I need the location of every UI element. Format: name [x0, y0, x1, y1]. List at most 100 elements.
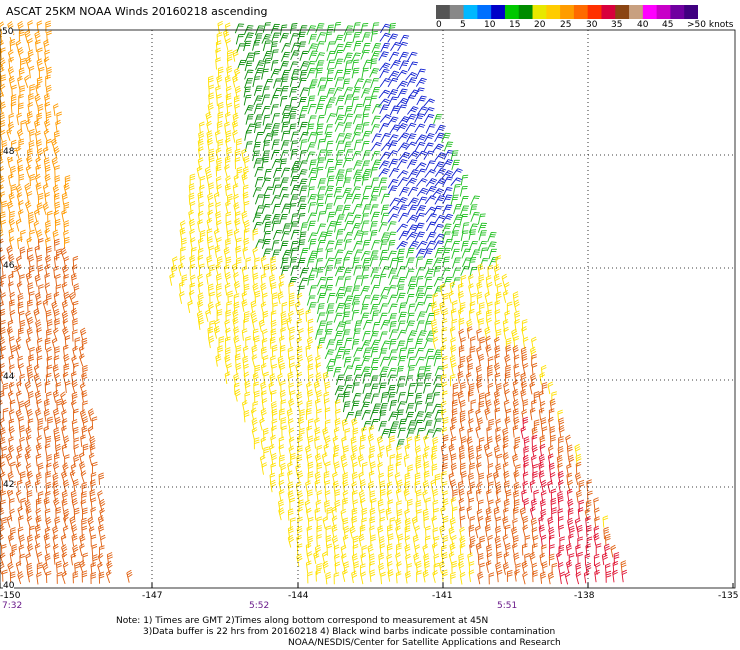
wind-barb [52, 364, 59, 377]
wind-barb [405, 113, 417, 124]
wind-barb [91, 416, 98, 429]
wind-barb [540, 490, 547, 503]
wind-barb [73, 283, 80, 296]
wind-barb [106, 552, 113, 565]
wind-barb [307, 418, 314, 431]
wind-barb [452, 183, 461, 195]
wind-barb [252, 328, 259, 341]
wind-barb [34, 390, 42, 404]
wind-barb [387, 205, 400, 215]
wind-barb [361, 426, 367, 440]
wind-barb [289, 87, 298, 98]
colorbar-label: 25 [560, 20, 572, 30]
wind-barb [343, 220, 354, 231]
wind-barb [17, 164, 24, 178]
wind-barb [344, 428, 351, 441]
wind-barb [242, 246, 249, 260]
wind-barb [297, 506, 303, 520]
lat-label-44: 44 [3, 372, 15, 382]
wind-barb [306, 295, 316, 306]
wind-barb [45, 245, 52, 259]
wind-barb [25, 463, 32, 477]
wind-barb [603, 543, 610, 557]
wind-barb [18, 173, 25, 186]
wind-barb [206, 217, 213, 231]
wind-barb [376, 435, 384, 449]
wind-barb [459, 399, 466, 413]
wind-barb [353, 139, 362, 151]
wind-barb [44, 119, 51, 133]
wind-barb [241, 291, 248, 305]
wind-barb [407, 150, 420, 160]
wind-barb [424, 535, 431, 548]
wind-barb [290, 184, 300, 195]
wind-barb [442, 390, 448, 403]
wind-barb [404, 480, 411, 494]
wind-barb [16, 264, 22, 278]
wind-barb [64, 175, 71, 188]
wind-barb [395, 488, 402, 501]
wind-barb [289, 33, 299, 44]
wind-barb [530, 517, 538, 531]
wind-barb [343, 286, 353, 297]
wind-barb [28, 93, 34, 106]
wind-barb [415, 286, 425, 297]
wind-barb [17, 21, 24, 34]
wind-barb [333, 367, 342, 378]
wind-barb [442, 307, 449, 321]
wind-barb [343, 31, 353, 42]
wind-barb [81, 425, 88, 438]
wind-barb [241, 148, 247, 162]
wind-barb [72, 571, 79, 584]
wind-barb [70, 552, 77, 566]
wind-barb [80, 327, 87, 341]
wind-barb [398, 347, 407, 359]
wind-barb [396, 256, 404, 268]
wind-barb [35, 156, 42, 170]
wind-barb [459, 205, 470, 216]
wind-barb [344, 105, 353, 117]
wind-barb [0, 292, 7, 306]
wind-barb [439, 301, 446, 314]
wind-barb [531, 444, 538, 458]
wind-barb [63, 514, 69, 528]
wind-barb [386, 560, 393, 574]
wind-barb [334, 205, 344, 216]
wind-barb [368, 480, 375, 494]
wind-barb [20, 497, 26, 511]
wind-barb [314, 398, 321, 412]
wind-barb [417, 196, 428, 207]
wind-barb [17, 526, 24, 539]
wind-barb [36, 327, 42, 340]
wind-barb [62, 318, 69, 332]
wind-barb [601, 552, 608, 566]
wind-barb [27, 247, 33, 260]
wind-barb [11, 265, 18, 278]
wind-barb [358, 533, 365, 547]
wind-barb [28, 140, 35, 153]
wind-barb [35, 292, 42, 306]
wind-barb [335, 276, 344, 287]
wind-barb [233, 326, 240, 339]
wind-barb [326, 88, 336, 99]
wind-barb [430, 479, 437, 492]
wind-barb [27, 254, 35, 268]
wind-barb [459, 542, 466, 556]
wind-barb [307, 212, 317, 223]
wind-barb [504, 310, 511, 323]
wind-barb [351, 357, 361, 368]
wind-barb [234, 353, 241, 366]
wind-barb [55, 443, 62, 457]
wind-barb [371, 104, 382, 114]
wind-barb [306, 381, 312, 395]
wind-barb [263, 186, 274, 197]
wind-barb [314, 479, 321, 492]
wind-barb [81, 570, 88, 583]
wind-barb [305, 480, 311, 493]
wind-barb [271, 249, 280, 260]
wind-barb [54, 201, 61, 214]
wind-barb [478, 400, 485, 413]
wind-barb [578, 479, 585, 493]
wind-barb [254, 25, 265, 36]
wind-barb [475, 364, 482, 378]
